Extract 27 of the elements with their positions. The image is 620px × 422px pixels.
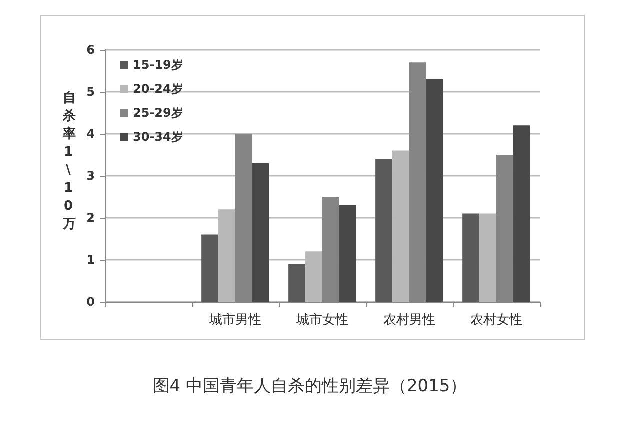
bar [392, 150, 410, 302]
y-tick-label: 0 [86, 295, 95, 309]
bar [288, 264, 306, 302]
x-tick-label: 城市女性 [296, 313, 348, 328]
bar [202, 234, 219, 302]
bar [462, 214, 480, 302]
y-tick-label: 1 [86, 253, 95, 267]
legend-label: 25-29岁 [133, 106, 184, 120]
y-tick-label: 2 [86, 211, 95, 225]
y-tick-label: 3 [86, 169, 95, 183]
bar [376, 159, 393, 302]
y-tick-label: 5 [86, 85, 95, 99]
y-axis-title: 自杀率 1\10万 [63, 90, 76, 234]
y-tick-label: 4 [86, 127, 95, 141]
bar [480, 214, 496, 302]
y-tick-label: 6 [86, 43, 95, 57]
x-tick-label: 城市男性 [208, 313, 262, 328]
bar [252, 163, 270, 302]
legend-label: 15-19岁 [133, 58, 184, 72]
legend-label: 20-24岁 [133, 82, 184, 96]
bar [426, 79, 444, 302]
x-tick-label: 农村男性 [384, 313, 436, 328]
bar [513, 126, 530, 302]
legend-label: 30-34岁 [133, 130, 184, 144]
text: 图4 中国青年人自杀的性别差异（2015） [152, 376, 468, 396]
x-tick-label: 农村女性 [470, 313, 522, 328]
bar [339, 205, 356, 302]
